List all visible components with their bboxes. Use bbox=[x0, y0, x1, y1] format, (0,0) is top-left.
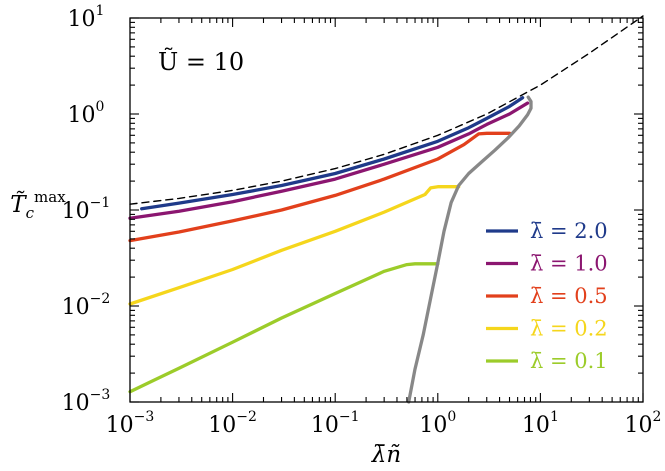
series-line-0.5 bbox=[128, 131, 512, 243]
series-layer bbox=[128, 15, 644, 404]
x-tick-label: 100 bbox=[419, 409, 456, 438]
x-tick-label: 10−3 bbox=[106, 409, 155, 438]
x-tick-label: 10−1 bbox=[311, 409, 360, 438]
labels-layer: λ̄ñ T̃cmax Ũ = 10 bbox=[10, 46, 401, 468]
x-axis-label: λ̄ñ bbox=[371, 442, 401, 468]
annotation-text: Ũ = 10 bbox=[158, 46, 244, 76]
y-tick-label: 101 bbox=[68, 3, 105, 32]
series-line-dashed bbox=[129, 15, 644, 205]
y-tick-label: 10−3 bbox=[62, 387, 111, 416]
legend-label: λ̄ = 0.1 bbox=[530, 349, 608, 373]
y-axis-label: T̃cmax bbox=[10, 188, 66, 222]
y-tick-label: 10−1 bbox=[62, 195, 111, 224]
series-line-0.2 bbox=[128, 185, 461, 306]
legend-label: λ̄ = 1.0 bbox=[530, 252, 608, 276]
y-axis-label-main: T̃ bbox=[10, 192, 27, 218]
y-axis-label-sub: c bbox=[26, 204, 35, 222]
x-tick-label: 10−2 bbox=[208, 409, 257, 438]
y-axis-label-sup: max bbox=[34, 188, 66, 206]
series-line-0.1 bbox=[128, 262, 440, 394]
x-tick-label: 101 bbox=[522, 409, 559, 438]
series-line-boundary bbox=[407, 95, 533, 404]
legend: λ̄ = 2.0 λ̄ = 1.0 λ̄ = 0.5 λ̄ = 0.2 λ̄ = 0.1 bbox=[486, 219, 608, 373]
legend-label: λ̄ = 0.2 bbox=[530, 317, 608, 341]
series-line-1.0 bbox=[128, 101, 530, 220]
y-tick-label: 10−2 bbox=[62, 291, 111, 320]
series-line-2.0 bbox=[140, 96, 525, 211]
legend-label: λ̄ = 2.0 bbox=[530, 219, 608, 243]
ticks-layer: 10−3 10−2 10−1 100 101 102 10−3 10−2 10−1 100 101 bbox=[62, 3, 662, 438]
x-tick-label: 102 bbox=[625, 409, 662, 438]
y-tick-label: 100 bbox=[68, 99, 105, 128]
legend-label: λ̄ = 0.5 bbox=[530, 284, 608, 308]
